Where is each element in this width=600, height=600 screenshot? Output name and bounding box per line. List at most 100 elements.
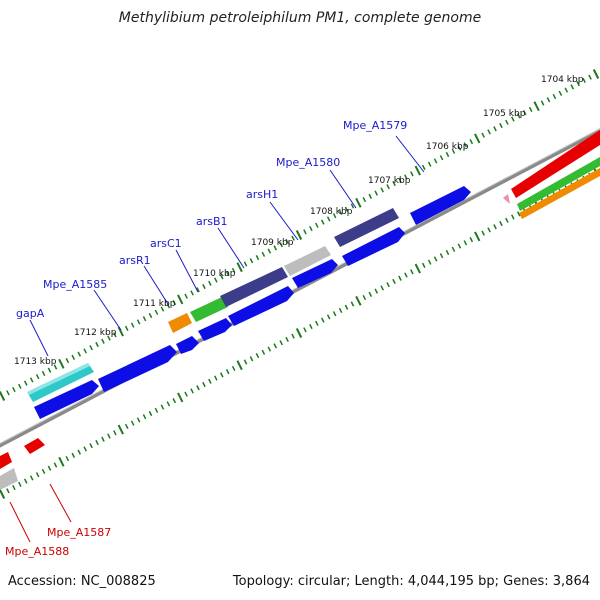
tick-mark (6, 488, 10, 494)
tick-label-1710: 1710 kbp (193, 269, 236, 279)
tick-mark (117, 326, 124, 337)
inner-tick-track (0, 167, 600, 499)
gene-right-orange[interactable] (519, 168, 600, 219)
tick-mark (588, 74, 592, 80)
gene-gapA[interactable] (27, 363, 94, 402)
label-Mpe_A1585[interactable]: Mpe_A1585 (43, 278, 107, 291)
tick-mark (326, 216, 331, 222)
tick-mark (487, 129, 491, 135)
forward-blue-arrows (34, 186, 471, 419)
gene-right-green[interactable] (517, 157, 600, 211)
tick-mark (18, 481, 22, 487)
tick-mark (267, 248, 272, 254)
gene-blue-4[interactable] (198, 318, 232, 341)
tick-mark (493, 224, 497, 230)
tick-mark (499, 122, 503, 129)
tick-mark (463, 142, 468, 148)
gene-arsH1[interactable] (284, 246, 331, 276)
tick-label-1713: 1713 kbp (14, 357, 57, 367)
label-Mpe_A1579[interactable]: Mpe_A1579 (343, 119, 407, 132)
tick-mark (23, 380, 28, 386)
tick-mark (6, 390, 10, 396)
gene-right-red[interactable] (511, 130, 600, 198)
label-arsB1[interactable]: arsB1 (196, 215, 228, 228)
tick-mark (53, 364, 58, 370)
forward-genes (27, 130, 600, 402)
tick-mark (177, 392, 184, 403)
tick-mark (362, 196, 367, 203)
tick-mark (208, 280, 212, 286)
tick-mark (315, 320, 319, 326)
label-gapA[interactable]: gapA (16, 307, 45, 320)
gene-blue-1[interactable] (34, 380, 99, 419)
tick-mark (231, 365, 236, 372)
tick-mark (350, 301, 355, 307)
tick-mark (249, 356, 254, 362)
tick-mark (166, 303, 171, 309)
gene-left-gray[interactable] (0, 468, 18, 490)
gene-Mpe_A1580[interactable] (334, 208, 399, 247)
tick-mark (58, 358, 65, 369)
label-Mpe_A1580[interactable]: Mpe_A1580 (276, 156, 340, 169)
tick-mark (154, 309, 159, 315)
label-arsH1[interactable]: arsH1 (246, 188, 278, 201)
tick-mark (469, 139, 474, 145)
tick-mark (225, 369, 230, 375)
tick-mark (469, 237, 474, 243)
tick-mark (225, 271, 230, 277)
tick-mark (267, 346, 272, 352)
tick-mark (320, 317, 325, 323)
tick-mark (83, 348, 87, 354)
tick-mark (71, 354, 76, 360)
label-arsC1[interactable]: arsC1 (150, 237, 182, 250)
tick-mark (427, 161, 432, 167)
label-Mpe_A1588[interactable]: Mpe_A1588 (5, 545, 69, 558)
tick-mark (130, 420, 135, 426)
tick-mark (505, 217, 509, 223)
tick-mark (255, 254, 260, 261)
reverse-gene-labels: Mpe_A1587 Mpe_A1588 (5, 526, 111, 558)
tick-mark (208, 378, 212, 384)
gene-Mpe_A1587[interactable] (24, 438, 45, 454)
tick-mark (344, 304, 349, 310)
tick-mark (160, 404, 165, 410)
tick-label-1704: 1704 kbp (541, 75, 584, 85)
tick-mark (309, 323, 313, 330)
tick-mark (338, 209, 343, 216)
tick-mark (481, 132, 485, 138)
label-Mpe_A1587[interactable]: Mpe_A1587 (47, 526, 111, 539)
tick-mark (474, 231, 481, 242)
tick-mark (564, 87, 569, 93)
gene-blue-7[interactable] (342, 227, 405, 266)
tick-mark (592, 69, 600, 79)
tick-mark (77, 449, 82, 455)
gene-arsC1[interactable] (168, 313, 192, 333)
label-arsR1[interactable]: arsR1 (119, 254, 151, 267)
tick-mark (511, 116, 515, 122)
outer-tick-track (0, 69, 600, 401)
gene-blue-2[interactable] (98, 345, 177, 392)
tick-labels: 1704 kbp 1705 kbp 1706 kbp 1707 kbp 1708… (14, 75, 584, 367)
tick-mark (89, 345, 93, 351)
tick-mark (493, 126, 497, 132)
tick-mark (315, 222, 319, 228)
gene-blue-6[interactable] (292, 259, 338, 288)
tick-mark (136, 417, 141, 423)
tick-mark (190, 290, 194, 296)
gene-arsB1[interactable] (220, 267, 288, 307)
tick-mark (236, 262, 243, 273)
tick-mark (362, 294, 367, 301)
gene-arsB1-green[interactable] (190, 297, 228, 322)
tick-mark (77, 351, 82, 357)
gene-blue-8[interactable] (410, 186, 471, 225)
tick-label-1706: 1706 kbp (426, 142, 469, 152)
tick-mark (451, 246, 456, 252)
gene-Mpe_A1588[interactable] (0, 452, 12, 469)
tick-label-1708: 1708 kbp (310, 207, 353, 217)
gene-blue-3[interactable] (176, 336, 199, 354)
tick-mark (142, 414, 147, 420)
tick-label-1712: 1712 kbp (74, 328, 117, 338)
tick-label-1707: 1707 kbp (368, 176, 411, 186)
gene-blue-5[interactable] (228, 286, 294, 326)
